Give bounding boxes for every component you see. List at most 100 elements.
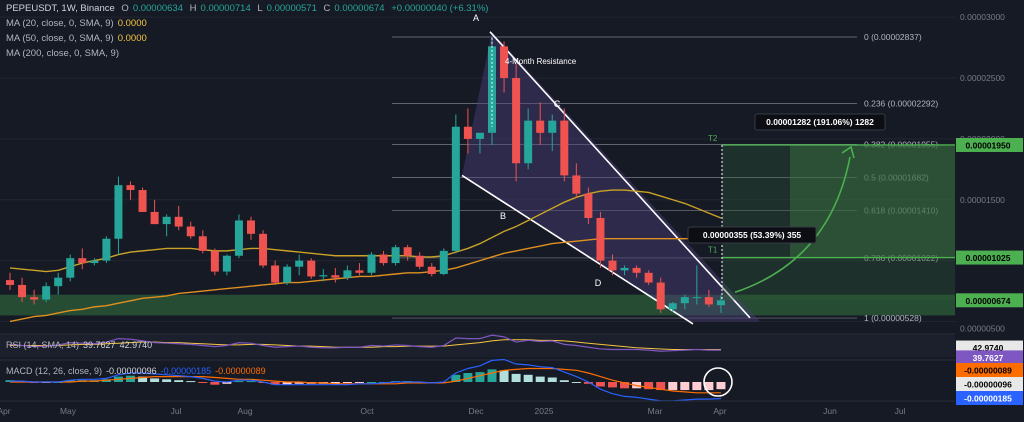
candle-body-23 (283, 266, 292, 283)
candle-body-5 (66, 258, 75, 278)
pattern-label-c: C (554, 99, 561, 109)
tag-t1-bg (956, 250, 1023, 265)
low-value: 0.00000571 (266, 3, 317, 14)
time-label-1: May (60, 406, 77, 416)
candle-body-46 (560, 120, 569, 176)
macd-hist-49 (595, 382, 605, 387)
fib-label-0: 0 (0.00002837) (864, 32, 922, 42)
macd-v3: -0.00000089 (215, 366, 266, 376)
candle-body-54 (656, 282, 665, 310)
macd-hist-30 (367, 382, 376, 383)
pattern-label-d: D (595, 278, 602, 288)
candle-body-17 (210, 250, 219, 272)
time-label-6: 2025 (535, 406, 554, 416)
high-value: 0.00000714 (200, 3, 251, 14)
rsi-label: RSI (14, SMA, 14) (6, 340, 80, 350)
macd-hist-58 (704, 382, 714, 391)
macd-hist-50 (608, 382, 617, 388)
candle-body-26 (319, 275, 328, 277)
legend-rsi-row: RSI (14, SMA, 14) 39.7627 42.9740 (6, 340, 156, 350)
tag-macd2-text: -0.00000096 (964, 380, 1012, 390)
candle-body-53 (644, 272, 653, 283)
ma20-label: MA (20, close, 0, SMA, 9) (6, 18, 114, 29)
time-label-4: Oct (360, 406, 374, 416)
price-tick-0: 0.00003000 (960, 12, 1005, 22)
legend-ma200-row[interactable]: MA (200, close, 0, SMA, 9) (6, 48, 123, 59)
candle-body-4 (54, 277, 63, 287)
macd-hist-27 (330, 382, 340, 384)
macd-hist-42 (511, 373, 521, 382)
macd-hist-11 (138, 376, 148, 382)
time-label-0: Apr (0, 406, 11, 416)
macd-hist-43 (523, 374, 533, 382)
legend-macd-row: MACD (12, 26, close, 9) -0.00000096 -0.000… (6, 366, 270, 376)
macd-hist-37 (451, 374, 461, 382)
candle-body-40 (488, 46, 496, 133)
macd-hist-13 (162, 379, 172, 382)
ma200-label: MA (200, close, 0, SMA, 9) (6, 48, 119, 59)
tag-macd1-text: -0.00000089 (964, 366, 1012, 376)
pattern-label-b: B (500, 211, 506, 221)
time-label-9: Jun (823, 406, 837, 416)
candle-body-11 (138, 190, 147, 212)
candle-body-41 (500, 46, 509, 79)
symbol-label: PEPEUSDT, 1W, Binance (6, 3, 115, 14)
macd-hist-39 (475, 372, 485, 382)
price-tick-3: 0.00001500 (960, 195, 1005, 205)
candle-body-39 (475, 132, 484, 139)
macd-hist-48 (583, 382, 593, 384)
candle-body-30 (367, 254, 376, 273)
candle-body-24 (295, 260, 304, 267)
candle-body-13 (162, 216, 171, 225)
macd-hist-14 (174, 380, 184, 382)
candle-body-10 (126, 185, 135, 191)
support-line (461, 174, 694, 325)
rsi-signal-line (10, 339, 721, 351)
legend-ma20-row[interactable]: MA (20, close, 0, SMA, 9) 0.0000 (6, 18, 151, 29)
candle-body-55 (668, 303, 677, 310)
rsi-line (9, 334, 721, 352)
macd-hist-46 (559, 380, 569, 382)
macd-hist-40 (487, 369, 497, 382)
fib-label-1: 1 (0.00000528) (864, 313, 922, 323)
candle-body-27 (331, 275, 340, 278)
macd-label: MACD (12, 26, close, 9) (6, 366, 103, 376)
macd-line (10, 358, 721, 402)
time-label-7: Mar (648, 406, 663, 416)
macd-hist-41 (499, 370, 509, 382)
ma50-line (9, 189, 722, 273)
tag-rsi2-text: 39.7627 (973, 353, 1004, 363)
low-label: L (257, 3, 263, 14)
time-label-8: Apr (713, 406, 726, 416)
tag-rsi2-bg (956, 350, 1023, 365)
macd-hist-29 (354, 382, 364, 383)
demand-zone (0, 294, 955, 316)
candle-body-22 (271, 265, 280, 283)
legend-ma50-row[interactable]: MA (50, close, 0, SMA, 9) 0.0000 (6, 33, 151, 44)
macd-hist-19 (234, 381, 244, 383)
candle-body-34 (415, 255, 424, 267)
candle-body-6 (78, 258, 87, 264)
macd-hist-22 (270, 382, 280, 385)
candle-body-32 (391, 247, 400, 264)
macd-hist-17 (210, 382, 220, 385)
macd-hist-5 (65, 380, 75, 382)
candle-body-56 (680, 297, 689, 304)
macd-hist-15 (186, 381, 196, 383)
macd-hist-47 (571, 382, 581, 383)
macd-hist-59 (716, 382, 726, 390)
candle-body-25 (307, 260, 316, 277)
time-label-2: Jul (171, 406, 182, 416)
measure-t1-box (687, 226, 817, 244)
macd-hist-56 (680, 382, 690, 391)
macd-v1: -0.00000096 (106, 366, 157, 376)
candle-body-52 (632, 267, 641, 273)
tag-t2-text: 0.00001950 (966, 140, 1011, 150)
time-label-10: Jul (895, 406, 906, 416)
candle-body-47 (572, 175, 581, 194)
tag-t2-bg (956, 137, 1023, 152)
candle-body-2 (30, 297, 39, 300)
resistance-line (489, 31, 751, 319)
